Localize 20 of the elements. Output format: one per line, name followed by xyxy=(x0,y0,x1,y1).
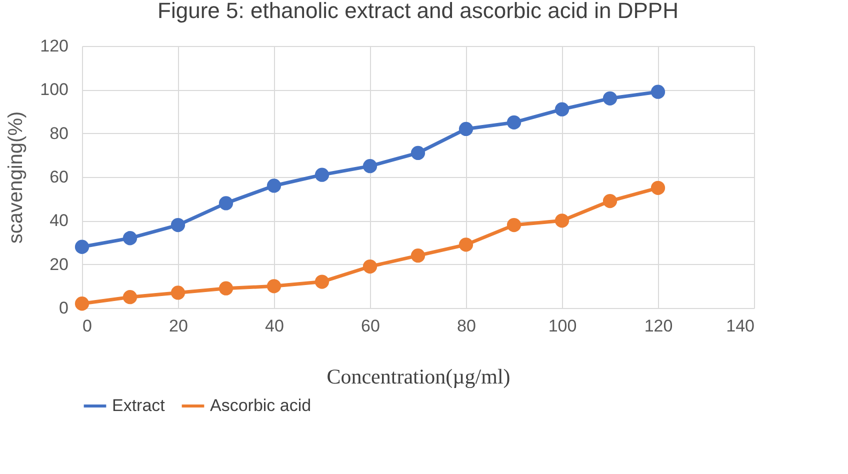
x-tick-label: 100 xyxy=(548,316,577,336)
legend-label: Extract xyxy=(112,396,166,415)
y-tick-label: 120 xyxy=(40,36,68,56)
x-tick-label: 60 xyxy=(361,316,380,336)
y-tick-label: 20 xyxy=(50,254,68,274)
y-tick-label: 60 xyxy=(50,168,68,186)
x-axis-title: Concentration(µg/ml) xyxy=(326,364,510,388)
x-tick-label: 20 xyxy=(169,316,188,336)
y-tick-label: 80 xyxy=(50,124,68,143)
x-tick-label: 120 xyxy=(644,316,673,336)
x-tick-label: 80 xyxy=(457,316,476,336)
chart-title: Figure 5: ethanolic extract and ascorbic acid in DPPH xyxy=(158,0,678,23)
y-axis-title: scavenging(%) xyxy=(5,111,28,244)
y-tick-label: 0 xyxy=(59,298,68,318)
x-tick-label: 0 xyxy=(82,316,92,336)
x-tick-label: 40 xyxy=(265,316,284,336)
y-tick-label: 40 xyxy=(50,211,68,230)
legend-label: Ascorbic acid xyxy=(210,396,312,415)
x-tick-label: 140 xyxy=(726,316,754,336)
y-tick-label: 100 xyxy=(40,80,68,100)
